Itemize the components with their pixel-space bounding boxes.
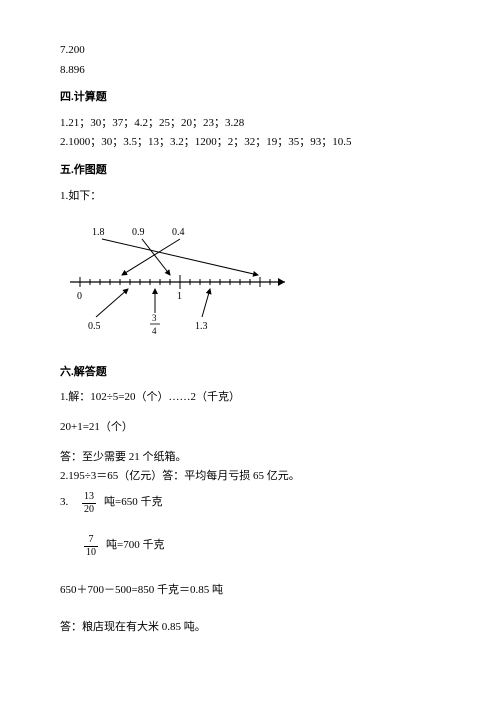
q3-row-2: 7 10 吨=700 千克 (80, 535, 440, 558)
q3-f2-num: 7 (84, 535, 98, 547)
q3-l4: 答：粮店现在有大米 0.85 吨。 (60, 619, 440, 637)
section-6-title: 六.解答题 (60, 364, 440, 382)
q3-f1-num: 13 (82, 492, 96, 504)
section-5-title: 五.作图题 (60, 162, 440, 180)
top-line-2: 8.896 (60, 62, 440, 80)
top-label-3: 0.4 (172, 227, 185, 238)
q1-l1: 1.解：102÷5=20（个）……2（千克） (60, 389, 440, 407)
frac-num: 3 (152, 313, 157, 323)
sec4-line-2: 2.1000；30；3.5；13；3.2；1200；2；32；19；35；93；… (60, 134, 440, 152)
sec4-line-1: 1.21；30；37；4.2；25；20；23；3.28 (60, 115, 440, 133)
q1-l3: 答：至少需要 21 个纸箱。 (60, 449, 440, 467)
frac-den: 4 (152, 326, 157, 336)
top-label-1: 1.8 (92, 227, 105, 238)
sec5-line-1: 1.如下： (60, 188, 440, 206)
section-4-title: 四.计算题 (60, 89, 440, 107)
q3-label: 3. (60, 494, 78, 512)
page: 7.200 8.896 四.计算题 1.21；30；37；4.2；25；20；2… (0, 0, 500, 659)
q3-l3: 650＋700－500=850 千克＝0.85 吨 (60, 582, 440, 600)
axis-label-0: 0 (77, 291, 82, 302)
q3-row-1: 3. 13 20 吨=650 千克 (60, 492, 440, 515)
bottom-label-1: 0.5 (88, 321, 101, 332)
top-line-1: 7.200 (60, 42, 440, 60)
q3-t2: 吨=700 千克 (106, 537, 164, 555)
top-label-2: 0.9 (132, 227, 145, 238)
q2: 2.195÷3＝65（亿元）答：平均每月亏损 65 亿元。 (60, 468, 440, 486)
q3-f1-den: 20 (82, 504, 96, 515)
bottom-label-2: 1.3 (195, 321, 208, 332)
q3-frac-1: 13 20 (82, 492, 96, 515)
q3-frac-2: 7 10 (84, 535, 98, 558)
axis-label-1: 1 (177, 291, 182, 302)
q3-t1: 吨=650 千克 (104, 494, 162, 512)
q3-f2-den: 10 (84, 547, 98, 558)
q1-l2: 20+1=21（个） (60, 419, 440, 437)
number-line-diagram: 0 1 1.8 0.9 0.4 0.5 1.3 3 4 (60, 217, 440, 344)
